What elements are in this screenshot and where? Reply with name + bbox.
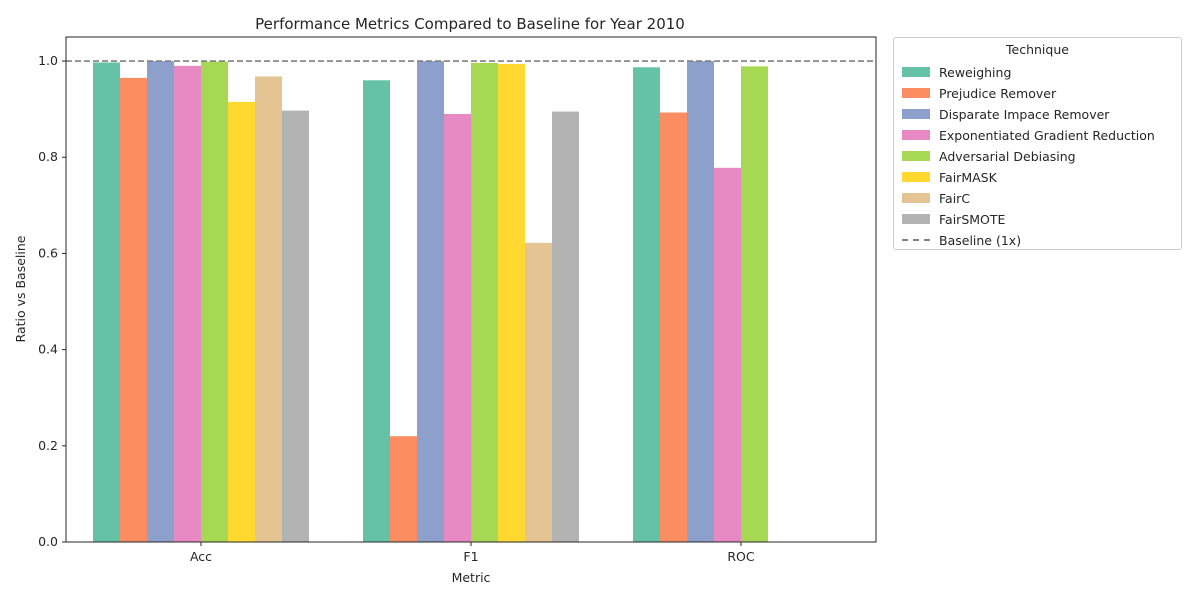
legend-label: Baseline (1x) [939, 232, 1022, 248]
legend-swatch [902, 130, 930, 140]
legend-item: FairC [902, 190, 970, 206]
bar-fairmask-acc [228, 101, 255, 542]
bar-adversarial-debiasing-acc [201, 61, 228, 543]
legend-swatch [902, 214, 930, 224]
bar-exponentiated-gradient-reduction-roc [714, 167, 741, 543]
legend-label: FairSMOTE [939, 211, 1006, 227]
bar-reweighing-acc [93, 62, 120, 542]
legend-item: FairMASK [902, 169, 997, 185]
x-tick-label: ROC [727, 549, 755, 564]
y-tick-label: 0.0 [38, 534, 58, 549]
legend-item: Prejudice Remover [902, 85, 1056, 101]
legend-swatch [902, 193, 930, 203]
chart-title: Performance Metrics Compared to Baseline… [255, 15, 685, 33]
y-tick-label: 0.6 [38, 245, 58, 260]
legend-item: FairSMOTE [902, 211, 1005, 227]
x-tick-label: Acc [190, 549, 212, 564]
legend-label: Reweighing [939, 64, 1012, 80]
legend-label: FairMASK [939, 169, 997, 185]
legend-swatch [902, 172, 930, 182]
y-tick-label: 0.2 [38, 438, 58, 453]
legend-item: Adversarial Debiasing [902, 148, 1076, 164]
bar-reweighing-roc [633, 67, 660, 543]
legend-item: Reweighing [902, 64, 1011, 80]
legend-swatch [902, 151, 930, 161]
legend-item-baseline: Baseline (1x) [902, 232, 1021, 248]
legend-dash [902, 239, 930, 241]
legend-label: Disparate Impace Remover [939, 106, 1110, 122]
legend-label: FairC [939, 190, 971, 206]
legend-label: Prejudice Remover [939, 85, 1057, 101]
legend-title: Technique [1006, 42, 1069, 57]
y-tick-label: 0.8 [38, 149, 58, 164]
bar-exponentiated-gradient-reduction-acc [174, 65, 201, 542]
legend: Technique Reweighing Prejudice Remover Dis… [893, 37, 1182, 250]
bar-fairc-f1 [525, 242, 552, 542]
x-tick-label: F1 [463, 549, 478, 564]
legend-swatch [902, 88, 930, 98]
legend-label: Adversarial Debiasing [939, 148, 1076, 164]
legend-swatch [902, 67, 930, 77]
bar-prejudice-remover-f1 [390, 436, 417, 542]
bar-fairmask-f1 [498, 63, 525, 542]
x-axis-label: Metric [452, 570, 491, 585]
bar-fairc-acc [255, 76, 282, 542]
y-tick-label: 1.0 [38, 53, 58, 68]
bar-fairsmote-f1 [552, 111, 579, 543]
y-axis-label: Ratio vs Baseline [13, 235, 28, 342]
legend-item: Disparate Impace Remover [902, 106, 1109, 122]
legend-swatch [902, 109, 930, 119]
legend-label: Exponentiated Gradient Reduction [939, 127, 1155, 143]
bar-prejudice-remover-acc [120, 77, 147, 542]
bar-reweighing-f1 [363, 80, 390, 543]
y-tick-label: 0.4 [38, 342, 58, 357]
bar-exponentiated-gradient-reduction-f1 [444, 113, 471, 542]
bar-fairsmote-acc [282, 110, 309, 542]
bar-disparate-impace-remover-f1 [417, 61, 444, 543]
bar-adversarial-debiasing-roc [741, 66, 768, 542]
bar-adversarial-debiasing-f1 [471, 62, 498, 542]
legend-item: Exponentiated Gradient Reduction [902, 127, 1155, 143]
bar-disparate-impace-remover-roc [687, 61, 714, 543]
bar-prejudice-remover-roc [660, 112, 687, 542]
bar-disparate-impace-remover-acc [147, 61, 174, 543]
